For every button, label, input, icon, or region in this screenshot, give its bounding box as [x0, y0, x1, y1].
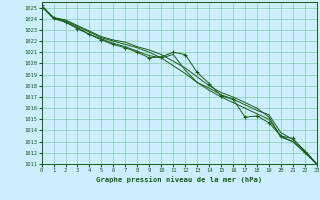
X-axis label: Graphe pression niveau de la mer (hPa): Graphe pression niveau de la mer (hPa) — [96, 176, 262, 183]
